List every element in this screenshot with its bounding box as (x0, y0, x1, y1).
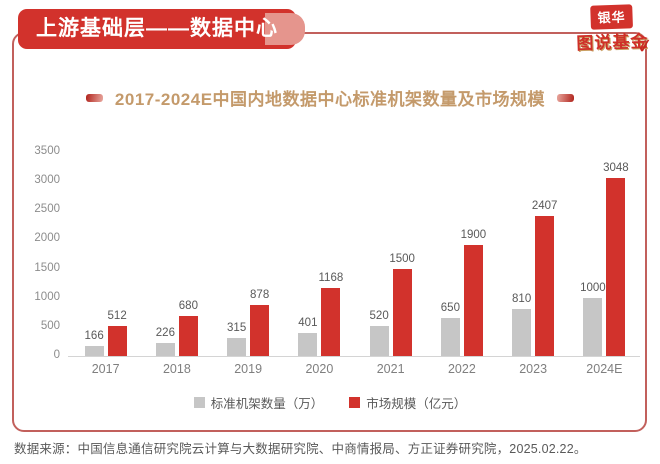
y-tick-label: 1000 (34, 290, 60, 303)
x-tick-label: 2020 (305, 362, 334, 376)
value-label: 166 (84, 330, 104, 343)
x-tick-label: 2023 (519, 362, 548, 376)
value-label: 810 (512, 292, 532, 305)
legend-swatch-icon (193, 397, 205, 408)
x-axis-line (68, 356, 640, 357)
rack-count-bar (155, 342, 175, 356)
x-tick-label: 2024E (586, 362, 623, 376)
x-tick-label: 2017 (91, 362, 120, 376)
brand-wordmark: 图说基金 ✓ (576, 31, 656, 59)
value-label: 401 (298, 316, 318, 329)
value-label: 650 (440, 302, 460, 315)
value-label: 315 (227, 321, 247, 334)
value-label: 878 (250, 288, 270, 301)
rack-count-bar (84, 346, 104, 356)
value-label: 520 (369, 309, 389, 322)
market-size-bar (606, 178, 626, 356)
x-tick-label: 2022 (447, 362, 476, 376)
value-label: 226 (155, 326, 175, 339)
x-tick-label: 2019 (234, 362, 263, 376)
rack-count-bar (440, 318, 460, 356)
data-source: 数据来源：中国信息通信研究院云计算与大数据研究院、中商情报局、方正证券研究院，2… (14, 442, 587, 456)
legend-swatch-icon (349, 397, 361, 408)
market-size-bar (250, 304, 270, 356)
rack-count-bar (512, 308, 532, 356)
market-size-bar (535, 215, 555, 356)
market-size-bar (463, 245, 483, 356)
value-label: 680 (178, 300, 198, 313)
y-tick-label: 2000 (34, 232, 60, 245)
legend-item: 标准机架数量（万） (193, 393, 324, 412)
chart-title: 2017-2024E中国内地数据中心标准机架数量及市场规模 (114, 90, 546, 109)
legend-label: 标准机架数量（万） (210, 397, 324, 411)
chart-legend: 标准机架数量（万） 市场规模（亿元） (0, 393, 660, 412)
checkmark-icon: ✓ (635, 34, 656, 59)
y-tick-label: 3500 (34, 145, 60, 157)
x-tick-label: 2021 (376, 362, 405, 376)
y-tick-label: 2500 (34, 203, 60, 216)
rack-count-bar (227, 337, 247, 356)
market-size-bar (178, 316, 198, 356)
header-title: 上游基础层——数据中心 (36, 17, 278, 40)
legend-label: 市场规模（亿元） (366, 397, 467, 411)
rack-count-bar (369, 325, 389, 356)
content-frame (12, 32, 647, 432)
title-marker-left-icon (85, 93, 103, 102)
market-size-bar (107, 326, 127, 356)
x-tick-label: 2018 (162, 362, 191, 376)
y-tick-label: 1500 (34, 261, 60, 274)
brand-logo: 银华 图说基金 ✓ (575, 4, 656, 59)
y-tick-label: 0 (53, 349, 60, 361)
brand-badge: 银华 (590, 4, 633, 30)
market-size-bar (392, 268, 412, 356)
value-label: 1000 (580, 281, 606, 294)
title-marker-right-icon (557, 93, 575, 102)
value-label: 2407 (531, 199, 558, 212)
legend-item: 市场规模（亿元） (349, 393, 466, 412)
header-banner: 上游基础层——数据中心 (18, 9, 305, 49)
rack-count-bar (583, 297, 603, 356)
rack-count-bar (298, 332, 318, 356)
y-tick-label: 500 (40, 319, 60, 332)
y-tick-label: 3000 (34, 174, 60, 187)
value-label: 1500 (389, 252, 415, 265)
value-label: 1168 (318, 271, 344, 284)
value-label: 512 (107, 310, 127, 323)
market-size-bar (321, 287, 341, 356)
value-label: 1900 (460, 229, 487, 242)
chart-title-row: 2017-2024E中国内地数据中心标准机架数量及市场规模 (0, 85, 660, 110)
value-label: 3048 (603, 162, 629, 175)
